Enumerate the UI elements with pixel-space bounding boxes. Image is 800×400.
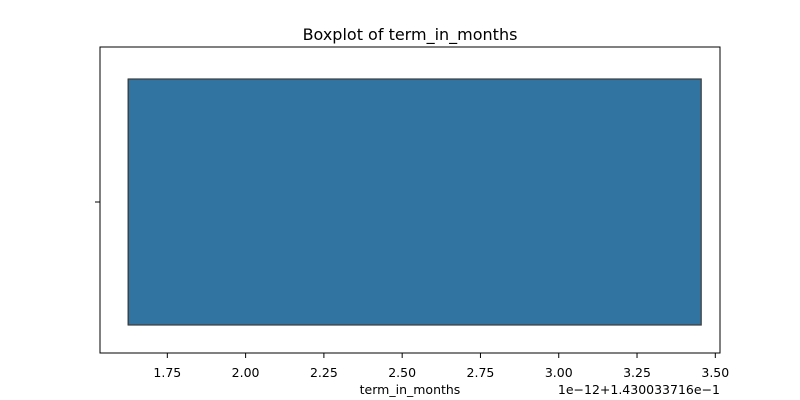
- x-tick-label: 1.75: [153, 365, 181, 380]
- x-axis-ticks: 1.75 2.00 2.25 2.50 2.75 3.00 3.25 3.50: [153, 353, 729, 380]
- box-iqr: [127, 78, 702, 326]
- x-tick-label: 2.25: [310, 365, 338, 380]
- x-axis-label: term_in_months: [360, 382, 461, 397]
- x-axis-offset-label: 1e−12+1.430033716e−1: [558, 382, 720, 397]
- x-tick-label: 2.00: [232, 365, 260, 380]
- plot-area-frame: [99, 46, 721, 354]
- x-tick-label: 3.25: [623, 365, 651, 380]
- x-tick-label: 2.50: [388, 365, 416, 380]
- x-tick-label: 3.50: [701, 365, 729, 380]
- box-group: [127, 78, 702, 326]
- x-tick-label: 2.75: [467, 365, 495, 380]
- x-tick-label: 3.00: [545, 365, 573, 380]
- chart-title: Boxplot of term_in_months: [303, 25, 518, 45]
